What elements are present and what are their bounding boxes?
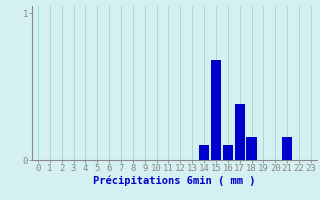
Bar: [282, 137, 292, 160]
Bar: [223, 145, 233, 160]
Bar: [199, 145, 209, 160]
Bar: [211, 60, 221, 160]
Bar: [235, 104, 245, 160]
Bar: [246, 137, 257, 160]
X-axis label: Précipitations 6min ( mm ): Précipitations 6min ( mm ): [93, 176, 256, 186]
